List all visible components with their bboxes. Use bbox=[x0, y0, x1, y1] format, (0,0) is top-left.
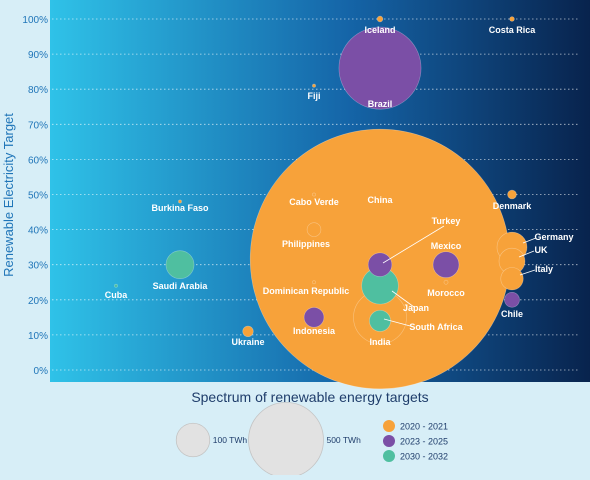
legend-color-label: 2023 - 2025 bbox=[400, 437, 448, 447]
label-cabo-verde: Cabo Verde bbox=[289, 197, 339, 207]
label-brazil: Brazil bbox=[368, 99, 393, 109]
bubble-costa-rica bbox=[509, 16, 515, 22]
country-labels: Iceland Costa Rica Brazil Fiji Cabo Verde Den… bbox=[105, 25, 574, 347]
leader-line-uk bbox=[518, 250, 535, 258]
y-tick-label: 100% bbox=[22, 15, 48, 26]
label-india: India bbox=[369, 337, 391, 347]
label-south-africa: South Africa bbox=[409, 322, 463, 332]
legend-swatch-2023-2025 bbox=[383, 435, 395, 447]
bubble-south-africa bbox=[369, 309, 391, 332]
bubble-cabo-verde bbox=[312, 192, 316, 197]
label-denmark: Denmark bbox=[493, 201, 533, 211]
x-axis-label: Spectrum of renewable energy targets bbox=[191, 389, 428, 405]
bubble-dominican-republic bbox=[312, 280, 316, 285]
bubble-italy bbox=[500, 267, 524, 291]
bubble-mexico bbox=[432, 251, 460, 278]
bubble-denmark bbox=[507, 189, 517, 200]
y-tick-label: 70% bbox=[28, 120, 48, 131]
leader-line-germany bbox=[522, 237, 537, 244]
legend-size-bubble-500-twh bbox=[248, 402, 324, 478]
y-tick-label: 40% bbox=[28, 226, 48, 237]
label-turkey: Turkey bbox=[432, 216, 461, 226]
label-italy: Italy bbox=[535, 264, 553, 274]
y-tick-label: 60% bbox=[28, 155, 48, 166]
legend-swatch-2030-2032 bbox=[383, 450, 395, 462]
leader-line-south-africa bbox=[383, 318, 415, 328]
y-tick-label: 0% bbox=[34, 366, 49, 377]
legend-color-label: 2020 - 2021 bbox=[400, 422, 448, 432]
y-tick-label: 90% bbox=[28, 50, 48, 61]
y-tick-label: 80% bbox=[28, 85, 48, 96]
label-japan: Japan bbox=[403, 303, 429, 313]
legend-size-label: 100 TWh bbox=[213, 435, 248, 445]
bubble-chile bbox=[504, 292, 520, 308]
label-costa-rica: Costa Rica bbox=[489, 25, 537, 35]
label-germany: Germany bbox=[534, 232, 573, 242]
leader-line-japan bbox=[391, 290, 415, 308]
label-saudi-arabia: Saudi Arabia bbox=[153, 281, 209, 291]
label-iceland: Iceland bbox=[364, 25, 395, 35]
label-philippines: Philippines bbox=[282, 239, 330, 249]
y-tick-label: 20% bbox=[28, 296, 48, 307]
bubble-ukraine bbox=[242, 325, 254, 337]
y-axis-label: Renewable Electricity Target bbox=[1, 113, 16, 277]
bubble-indonesia bbox=[303, 307, 325, 328]
bubble-brazil bbox=[338, 26, 422, 110]
label-indonesia: Indonesia bbox=[293, 326, 336, 336]
legend-size-bubble-100-twh bbox=[175, 422, 211, 458]
y-tick-label: 30% bbox=[28, 261, 48, 272]
legend-color-label: 2030 - 2032 bbox=[400, 452, 448, 462]
bubble-cuba bbox=[114, 283, 118, 288]
bubble-morocco bbox=[443, 279, 449, 285]
leader-line-italy bbox=[519, 269, 536, 276]
bubble-saudi-arabia bbox=[165, 250, 195, 280]
legend: 100 TWh 500 TWh 2020 - 2021 2023 - 2025 2030… bbox=[175, 402, 448, 478]
label-chile: Chile bbox=[501, 309, 523, 319]
bubble-philippines bbox=[306, 222, 322, 237]
legend-size-label: 500 TWh bbox=[326, 435, 361, 445]
label-ukraine: Ukraine bbox=[231, 337, 264, 347]
bubbles bbox=[114, 15, 528, 390]
bubble-iceland bbox=[376, 15, 384, 23]
label-morocco: Morocco bbox=[427, 288, 465, 298]
leader-line-turkey bbox=[382, 225, 445, 264]
bubble-turkey bbox=[367, 252, 393, 277]
label-dominican-republic: Dominican Republic bbox=[263, 286, 350, 296]
label-cuba: Cuba bbox=[105, 290, 128, 300]
legend-swatch-2020-2021 bbox=[383, 420, 395, 432]
leader-lines bbox=[382, 225, 537, 328]
label-fiji: Fiji bbox=[308, 91, 321, 101]
bubble-burkina-faso bbox=[178, 199, 182, 204]
y-tick-labels: 0% 10% 20% 30% 40% 50% 60% 70% 80% 90% 100% bbox=[22, 15, 48, 377]
label-uk: UK bbox=[535, 245, 548, 255]
bubble-fiji bbox=[312, 83, 316, 88]
y-tick-label: 50% bbox=[28, 191, 48, 202]
label-burkina-faso: Burkina Faso bbox=[151, 203, 209, 213]
label-china: China bbox=[367, 195, 393, 205]
y-tick-label: 10% bbox=[28, 331, 48, 342]
label-mexico: Mexico bbox=[431, 241, 462, 251]
